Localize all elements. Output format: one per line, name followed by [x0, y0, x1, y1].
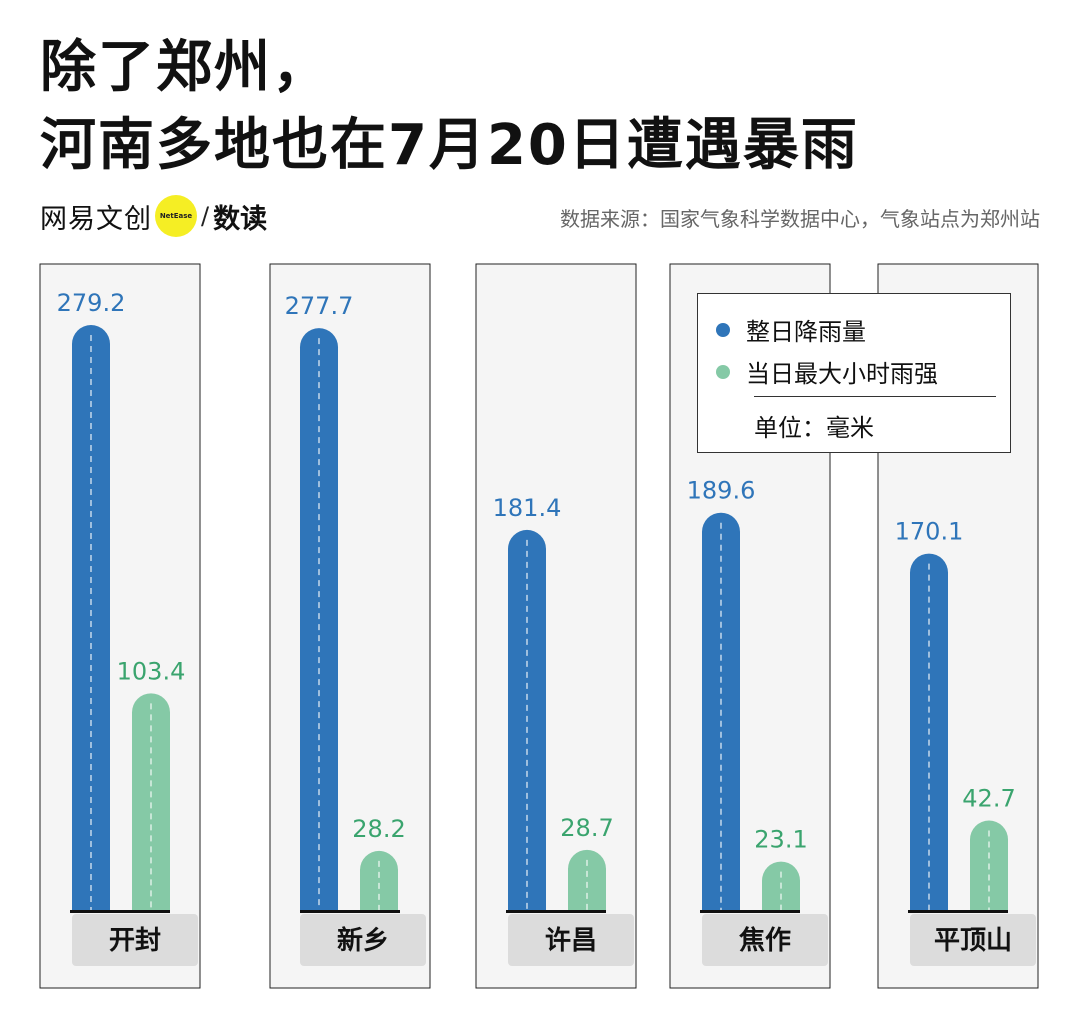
chart-legend: 整日降雨量 当日最大小时雨强 单位：毫米 [697, 293, 1011, 453]
baseline [70, 910, 170, 913]
legend-item-total: 整日降雨量 [716, 312, 866, 347]
chart-panel [269, 263, 431, 989]
bar-total-rainfall [72, 325, 110, 910]
legend-dot-icon [716, 364, 730, 379]
data-label-hourly: 23.1 [754, 826, 807, 854]
page-title-line-2: 河南多地也在7月20日遭遇暴雨 [40, 113, 859, 178]
category-label-bg [702, 914, 828, 966]
data-label-hourly: 28.7 [560, 814, 613, 842]
bar-max-hourly-intensity [360, 850, 398, 910]
category-label: 焦作 [739, 925, 791, 956]
data-source: 数据来源：国家气象科学数据中心，气象站点为郑州站 [560, 207, 1040, 231]
page-title-line-1: 除了郑州， [40, 35, 330, 100]
legend-unit: 单位：毫米 [754, 414, 874, 442]
category-label: 许昌 [545, 926, 597, 956]
legend-dot-icon [716, 322, 730, 337]
category-label-bg [910, 914, 1036, 966]
brand-name: 网易文创 [40, 203, 152, 235]
data-label-hourly: 42.7 [962, 785, 1015, 813]
chart-panel [475, 263, 637, 989]
legend-label-hourly: 当日最大小时雨强 [746, 360, 938, 388]
netease-badge-icon: NetEase [155, 195, 197, 237]
baseline [700, 910, 800, 913]
data-label-total: 279.2 [57, 289, 126, 317]
brand-separator: / [201, 202, 210, 230]
baseline [908, 910, 1008, 913]
data-label-hourly: 103.4 [117, 657, 186, 685]
category-label: 平顶山 [934, 926, 1012, 956]
baseline [300, 910, 400, 913]
data-label-total: 170.1 [895, 518, 964, 546]
bar-max-hourly-intensity [132, 693, 170, 910]
category-label: 开封 [109, 926, 161, 956]
legend-label-total: 整日降雨量 [746, 318, 866, 346]
brand-logo: 网易文创 NetEase / 数读 [40, 195, 268, 237]
category-label: 新乡 [337, 925, 389, 956]
data-label-hourly: 28.2 [352, 815, 405, 843]
brand-section: 数读 [213, 203, 268, 235]
chart-panel [39, 263, 201, 989]
category-label-bg [72, 914, 198, 966]
category-label-bg [508, 914, 634, 966]
data-label-total: 189.6 [687, 477, 756, 505]
bar-max-hourly-intensity [568, 849, 606, 910]
data-label-total: 277.7 [285, 292, 354, 320]
data-label-total: 181.4 [493, 494, 562, 522]
category-label-bg [300, 914, 426, 966]
legend-divider [754, 396, 996, 397]
baseline [506, 910, 606, 913]
legend-item-hourly: 当日最大小时雨强 [716, 354, 938, 389]
